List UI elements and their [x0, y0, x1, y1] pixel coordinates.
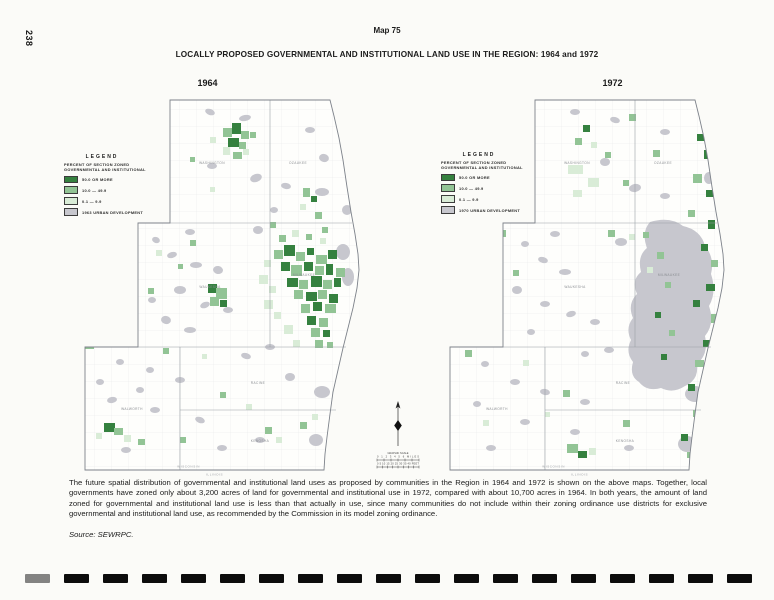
legend-swatch-urban [441, 206, 455, 214]
scale-feet: 0 5 10 15 20 25 30 35 40 FEET [377, 461, 419, 465]
registration-mark [454, 573, 479, 583]
state-label-wisconsin: WISCONSIN [542, 465, 565, 469]
legend-swatch-low [441, 195, 455, 203]
registration-mark [688, 573, 713, 583]
svg-text:WAUKESHA: WAUKESHA [564, 285, 586, 289]
registration-mark [181, 573, 206, 583]
map-year-label-1972: 1972 [602, 78, 623, 88]
legend-item: 10.0 — 49.9 [64, 186, 182, 194]
legend-item: 0.1 — 9.9 [64, 197, 182, 205]
legend-label: 50.0 OR MORE [459, 174, 490, 180]
legend-label: 0.1 — 9.9 [82, 198, 102, 204]
legend-swatch-high [64, 175, 78, 184]
legend-item: 50.0 OR MORE [64, 175, 182, 184]
county-labels: WASHINGTON OZAUKEE WAUKESHA MILWAUKEE WALWOR… [121, 161, 315, 443]
registration-mark [298, 573, 323, 583]
svg-text:WALWORTH: WALWORTH [121, 407, 143, 411]
state-label-illinois: ILLINOIS [571, 473, 588, 477]
registration-mark [532, 573, 557, 583]
registration-mark [337, 573, 362, 583]
legend-item: 50.0 OR MORE [441, 173, 559, 182]
state-label-wisconsin: WISCONSIN [177, 465, 200, 469]
legend-label: 50.0 OR MORE [82, 176, 113, 182]
source-text: Source: SEWRPC. [69, 530, 134, 539]
registration-mark [142, 573, 167, 583]
registration-mark [220, 573, 245, 583]
legend-1964: LEGEND PERCENT OF SECTION ZONED GOVERNME… [64, 154, 182, 216]
registration-mark [259, 573, 284, 583]
legend-label: 10.0 — 49.9 [459, 185, 484, 191]
registration-mark [571, 573, 596, 583]
registration-mark [103, 573, 128, 583]
legend-title: LEGEND [85, 154, 119, 160]
legend-title: LEGEND [462, 152, 496, 158]
svg-text:RACINE: RACINE [616, 381, 630, 385]
page-title: LOCALLY PROPOSED GOVERNMENTAL AND INSTIT… [175, 50, 599, 59]
svg-text:KENOSHA: KENOSHA [251, 439, 270, 443]
region-outline [84, 99, 360, 471]
legend-subtitle: PERCENT OF SECTION ZONED GOVERNMENTAL AN… [64, 162, 146, 172]
legend-swatch-mid [441, 184, 455, 192]
registration-mark [64, 573, 89, 583]
county-labels: WASHINGTON OZAUKEE WAUKESHA MILWAUKEE WALWOR… [486, 161, 680, 443]
graphic-scale-label: GRAPHIC SCALE [387, 451, 408, 455]
registration-mark [727, 573, 752, 583]
legend-subtitle: PERCENT OF SECTION ZONED GOVERNMENTAL AN… [441, 160, 523, 170]
legend-label: 0.1 — 9.9 [459, 196, 479, 202]
legend-swatch-low [64, 197, 78, 205]
svg-text:OZAUKEE: OZAUKEE [289, 161, 307, 165]
region-outline [449, 99, 725, 471]
map-panel-1964: WASHINGTON OZAUKEE WAUKESHA MILWAUKEE WALWOR… [60, 92, 370, 482]
svg-text:WASHINGTON: WASHINGTON [564, 161, 590, 165]
svg-text:KENOSHA: KENOSHA [616, 439, 635, 443]
legend-item: 1963 URBAN DEVELOPMENT [64, 208, 182, 216]
registration-mark [415, 573, 440, 583]
county-lines [450, 100, 717, 470]
legend-label: 1970 URBAN DEVELOPMENT [459, 207, 521, 213]
svg-text:WASHINGTON: WASHINGTON [199, 161, 225, 165]
legend-item: 1970 URBAN DEVELOPMENT [441, 206, 559, 214]
registration-mark [493, 573, 518, 583]
map-number: Map 75 [373, 26, 401, 35]
map-panel-1972: WASHINGTON OZAUKEE WAUKESHA MILWAUKEE WALWOR… [425, 92, 735, 482]
map-1972-canvas: WASHINGTON OZAUKEE WAUKESHA MILWAUKEE WALWOR… [449, 99, 725, 477]
legend-item: 10.0 — 49.9 [441, 184, 559, 192]
legend-1972: LEGEND PERCENT OF SECTION ZONED GOVERNME… [441, 152, 559, 214]
legend-label: 1963 URBAN DEVELOPMENT [82, 209, 144, 215]
scale-miles: 0 1 2 3 4 5 6 MILES [377, 454, 419, 458]
urban-layer [96, 108, 354, 453]
registration-mark [610, 573, 635, 583]
zones-layer [85, 123, 345, 445]
legend-item: 0.1 — 9.9 [441, 195, 559, 203]
legend-label: 10.0 — 49.9 [82, 187, 107, 193]
legend-swatch-urban [64, 208, 78, 216]
map-year-label-1964: 1964 [197, 78, 218, 88]
legend-swatch-high [441, 173, 455, 182]
state-label-illinois: ILLINOIS [206, 473, 223, 477]
north-arrow-and-scale: GRAPHIC SCALE 0 1 2 3 4 5 6 MILES 0 5 10… [376, 401, 419, 469]
svg-text:MILWAUKEE: MILWAUKEE [293, 273, 315, 277]
map-1964-canvas: WASHINGTON OZAUKEE WAUKESHA MILWAUKEE WALWOR… [84, 99, 360, 477]
svg-text:MILWAUKEE: MILWAUKEE [658, 273, 680, 277]
caption-text: The future spatial distribution of gover… [69, 478, 707, 519]
registration-mark [25, 573, 50, 583]
graphic-scale: GRAPHIC SCALE 0 1 2 3 4 5 6 MILES 0 5 10… [376, 451, 419, 469]
svg-text:OZAUKEE: OZAUKEE [654, 161, 672, 165]
county-lines [85, 100, 352, 470]
registration-mark [376, 573, 401, 583]
svg-text:WALWORTH: WALWORTH [486, 407, 508, 411]
registration-mark-row [25, 573, 752, 583]
svg-text:RACINE: RACINE [251, 381, 265, 385]
north-arrow-icon [394, 401, 402, 446]
svg-text:WAUKESHA: WAUKESHA [199, 285, 221, 289]
scale-assembly: GRAPHIC SCALE 0 1 2 3 4 5 6 MILES 0 5 10… [368, 400, 428, 478]
legend-swatch-mid [64, 186, 78, 194]
registration-mark [649, 573, 674, 583]
